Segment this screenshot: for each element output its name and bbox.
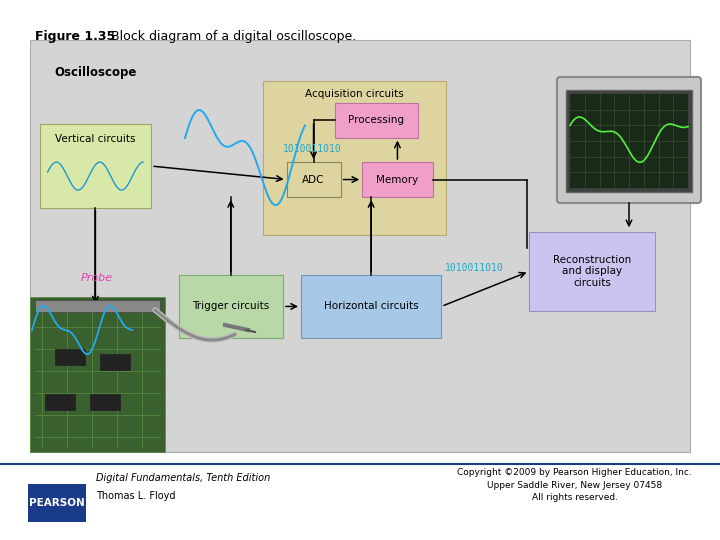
Text: 1010011010: 1010011010	[445, 264, 504, 273]
FancyBboxPatch shape	[566, 90, 692, 192]
Text: 1010011010: 1010011010	[283, 144, 342, 153]
Text: Copyright ©2009 by Pearson Higher Education, Inc.
Upper Saddle River, New Jersey: Copyright ©2009 by Pearson Higher Educat…	[457, 468, 692, 502]
Text: Reconstruction
and display
circuits: Reconstruction and display circuits	[553, 255, 631, 288]
Text: Processing: Processing	[348, 115, 404, 125]
Bar	[90, 394, 120, 410]
FancyBboxPatch shape	[40, 124, 151, 208]
Bar	[28, 484, 86, 522]
Bar	[30, 40, 690, 452]
FancyBboxPatch shape	[529, 232, 655, 310]
Text: Figure 1.35: Figure 1.35	[35, 30, 115, 43]
Text: Memory: Memory	[377, 174, 418, 185]
FancyBboxPatch shape	[287, 162, 341, 197]
Text: ADC: ADC	[302, 174, 325, 185]
Bar	[55, 349, 85, 365]
FancyBboxPatch shape	[362, 162, 433, 197]
FancyBboxPatch shape	[301, 275, 441, 338]
FancyBboxPatch shape	[557, 77, 701, 203]
Text: Digital Fundamentals, Tenth Edition: Digital Fundamentals, Tenth Edition	[96, 473, 270, 483]
Text: PEARSON: PEARSON	[29, 498, 85, 508]
Bar	[100, 354, 130, 370]
FancyBboxPatch shape	[263, 81, 446, 235]
Text: Acquisition circuits: Acquisition circuits	[305, 89, 404, 99]
Bar	[570, 94, 688, 188]
FancyBboxPatch shape	[179, 275, 283, 338]
Bar	[35, 300, 160, 312]
Bar	[45, 394, 75, 410]
FancyBboxPatch shape	[335, 103, 418, 138]
Bar	[30, 297, 165, 452]
Text: Thomas L. Floyd: Thomas L. Floyd	[96, 491, 176, 501]
Text: Probe: Probe	[81, 273, 113, 283]
Text: Oscilloscope: Oscilloscope	[54, 66, 136, 79]
Text: Vertical circuits: Vertical circuits	[55, 134, 135, 144]
Text: Trigger circuits: Trigger circuits	[192, 301, 269, 312]
Text: Block diagram of a digital oscilloscope.: Block diagram of a digital oscilloscope.	[103, 30, 356, 43]
Text: Horizontal circuits: Horizontal circuits	[324, 301, 418, 312]
